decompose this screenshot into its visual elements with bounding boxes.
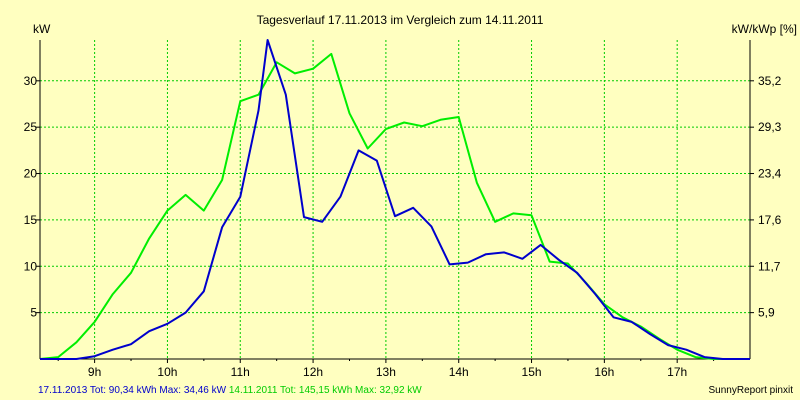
x-tick-label: 9h — [88, 365, 101, 379]
legend-series-1: 17.11.2013 Tot: 90,34 kWh Max: 34,46 kW — [38, 385, 227, 396]
x-tick-label: 13h — [376, 365, 396, 379]
y-right-tick-label: 17,6 — [758, 213, 782, 227]
tick-labels: 9h 10h 11h 12h 13h 14h 15h 16h 17h 5 5,9 10 11,7 15 17… — [24, 74, 782, 379]
x-tick-label: 15h — [522, 365, 542, 379]
x-tick-label: 10h — [157, 365, 177, 379]
y-axis-right-label: kW/kWp [%] — [732, 22, 797, 36]
legend-series-2: 14.11.2011 Tot: 145,15 kWh Max: 32,92 kW — [228, 385, 422, 396]
x-tick-label: 17h — [667, 365, 687, 379]
x-tick-label: 16h — [594, 365, 614, 379]
y-left-tick-label: 10 — [24, 259, 38, 273]
brand-label: SunnyReport pinxit — [708, 385, 794, 396]
y-right-tick-label: 5,9 — [758, 306, 775, 320]
y-left-tick-label: 25 — [24, 120, 38, 134]
axes — [36, 40, 754, 363]
y-left-tick-label: 15 — [24, 213, 38, 227]
x-tick-label: 11h — [231, 365, 250, 379]
y-right-tick-label: 29,3 — [758, 120, 782, 134]
footer-legend: 17.11.2013 Tot: 90,34 kWh Max: 34,46 kW … — [38, 385, 422, 396]
y-left-tick-label: 30 — [24, 74, 38, 88]
y-right-tick-label: 11,7 — [758, 259, 781, 273]
series-lines — [39, 39, 750, 360]
x-tick-label: 14h — [449, 365, 469, 379]
chart-title: Tagesverlauf 17.11.2013 im Vergleich zum… — [257, 13, 544, 27]
grid — [40, 40, 750, 359]
series-line-1 — [40, 39, 750, 360]
y-left-tick-label: 20 — [24, 167, 38, 181]
y-left-tick-label: 5 — [30, 306, 37, 320]
x-tick-label: 12h — [303, 365, 323, 379]
y-right-tick-label: 23,4 — [758, 167, 782, 181]
y-axis-left-label: kW — [33, 22, 51, 36]
series-line-2 — [39, 52, 750, 360]
y-right-tick-label: 35,2 — [758, 74, 782, 88]
